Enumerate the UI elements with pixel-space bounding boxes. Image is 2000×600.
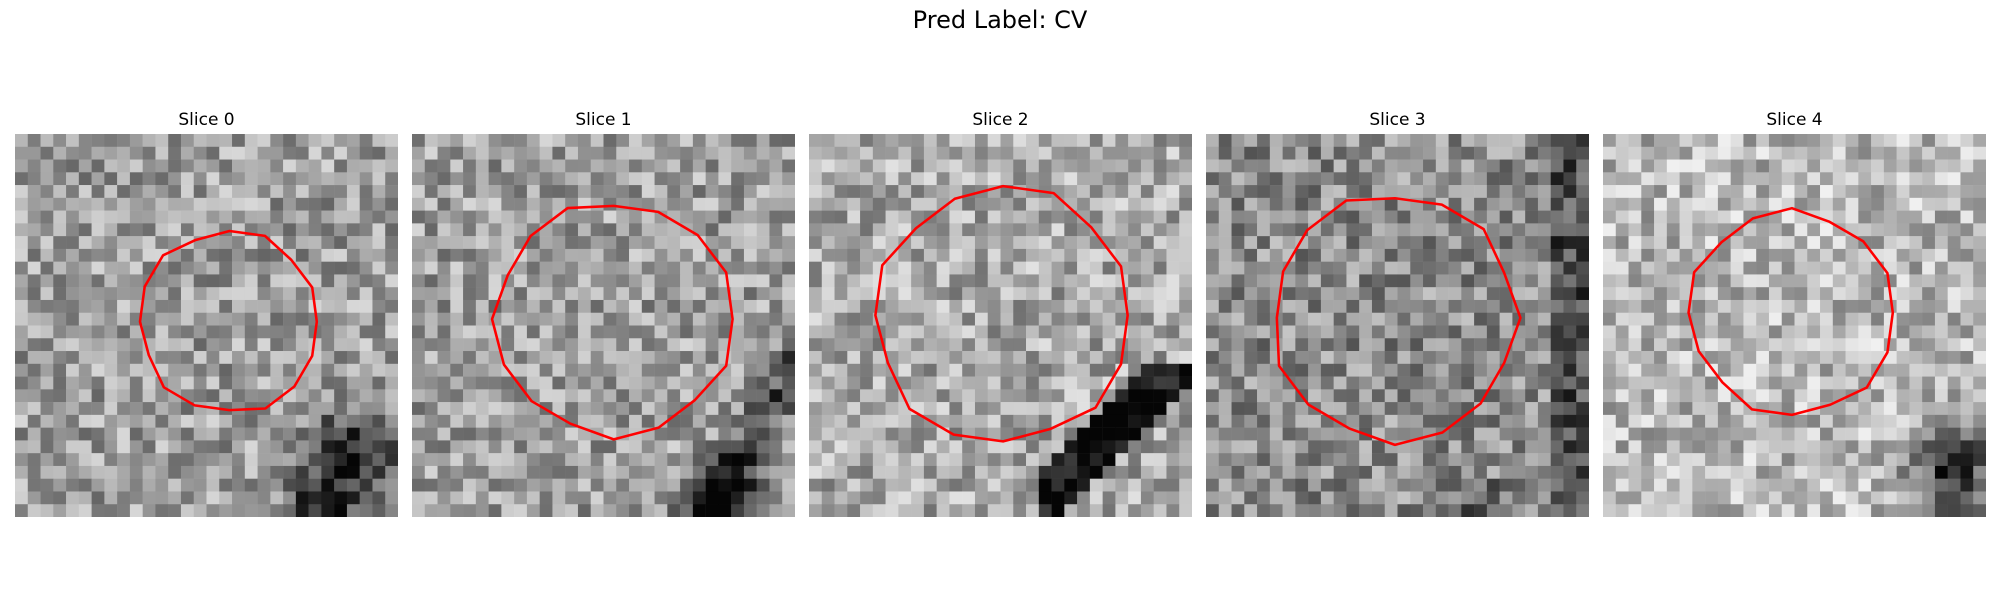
- contour-outline-1: [490, 204, 734, 441]
- noise-pixels-2: [809, 134, 1192, 517]
- contour-outline-2: [874, 184, 1129, 443]
- contour-outline-3: [1275, 196, 1522, 447]
- slice-title-2: Slice 2: [972, 110, 1029, 130]
- slice-title-0: Slice 0: [178, 110, 235, 130]
- slice-image-2: [809, 134, 1192, 517]
- slice-title-1: Slice 1: [575, 110, 632, 130]
- slice-title-4: Slice 4: [1766, 110, 1823, 130]
- noise-pixels-4: [1603, 134, 1986, 517]
- contour-outline-4: [1687, 206, 1895, 417]
- slice-title-3: Slice 3: [1369, 110, 1426, 130]
- slice-panel-0: Slice 0: [15, 108, 398, 517]
- slice-image-3: [1206, 134, 1589, 517]
- figure-title: Pred Label: CV: [912, 6, 1088, 34]
- slice-image-0: [15, 134, 398, 517]
- slice-panel-3: Slice 3: [1206, 108, 1589, 517]
- contour-outline-0: [138, 229, 319, 412]
- noise-pixels-3: [1206, 134, 1589, 517]
- slice-image-4: [1603, 134, 1986, 517]
- noise-pixels-1: [412, 134, 795, 517]
- noise-pixels-0: [15, 134, 398, 517]
- slice-panel-4: Slice 4: [1603, 108, 1986, 517]
- slice-panel-1: Slice 1: [412, 108, 795, 517]
- slice-image-1: [412, 134, 795, 517]
- slice-panel-2: Slice 2: [809, 108, 1192, 517]
